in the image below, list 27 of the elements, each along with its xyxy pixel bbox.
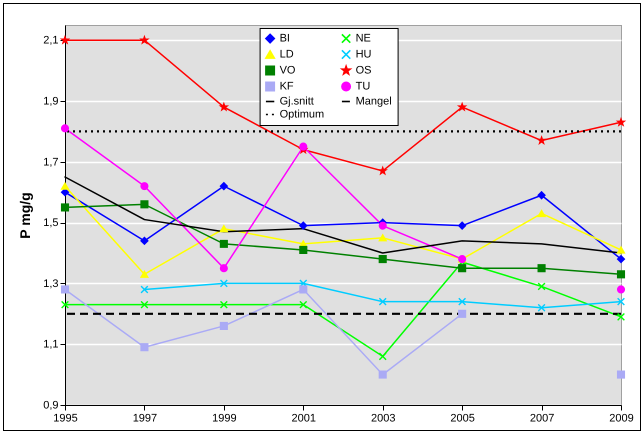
legend-label: KF: [280, 80, 294, 92]
y-tick-label: 1,5: [43, 217, 58, 230]
y-tick-label: 1,3: [43, 278, 58, 290]
legend-label: VO: [280, 64, 296, 76]
x-tick-label: 1995: [53, 412, 78, 424]
legend-label: LD: [280, 48, 294, 60]
x-tick-label: 1999: [212, 412, 237, 424]
legend-label: Gj.snitt: [280, 96, 314, 108]
x-tick-label: 1997: [132, 412, 158, 424]
legend-label: OS: [356, 64, 372, 76]
y-tick-label: 1,7: [43, 156, 58, 168]
x-tick-label: 2001: [292, 412, 316, 424]
x-tick-label: 2007: [530, 412, 554, 424]
y-tick-label: 1,1: [43, 338, 58, 351]
y-tick-label: 1,9: [43, 96, 58, 108]
y-axis-title: P mg/g: [17, 192, 34, 239]
x-tick-label: 2003: [370, 412, 396, 424]
x-tick-label: 2009: [609, 412, 634, 424]
legend-label: BI: [280, 32, 290, 45]
x-tick-label: 2005: [450, 412, 475, 424]
legend-label: TU: [356, 80, 370, 92]
legend-label: Optimum: [280, 108, 324, 120]
legend-label: NE: [356, 32, 371, 45]
y-tick-label: 2,1: [43, 34, 58, 47]
y-tick-label: 0,9: [43, 400, 58, 412]
legend-label: HU: [356, 48, 372, 60]
legend-label: Mangel: [356, 96, 392, 108]
